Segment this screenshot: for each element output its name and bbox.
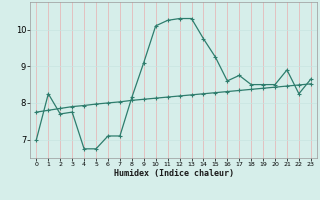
X-axis label: Humidex (Indice chaleur): Humidex (Indice chaleur) <box>114 169 234 178</box>
